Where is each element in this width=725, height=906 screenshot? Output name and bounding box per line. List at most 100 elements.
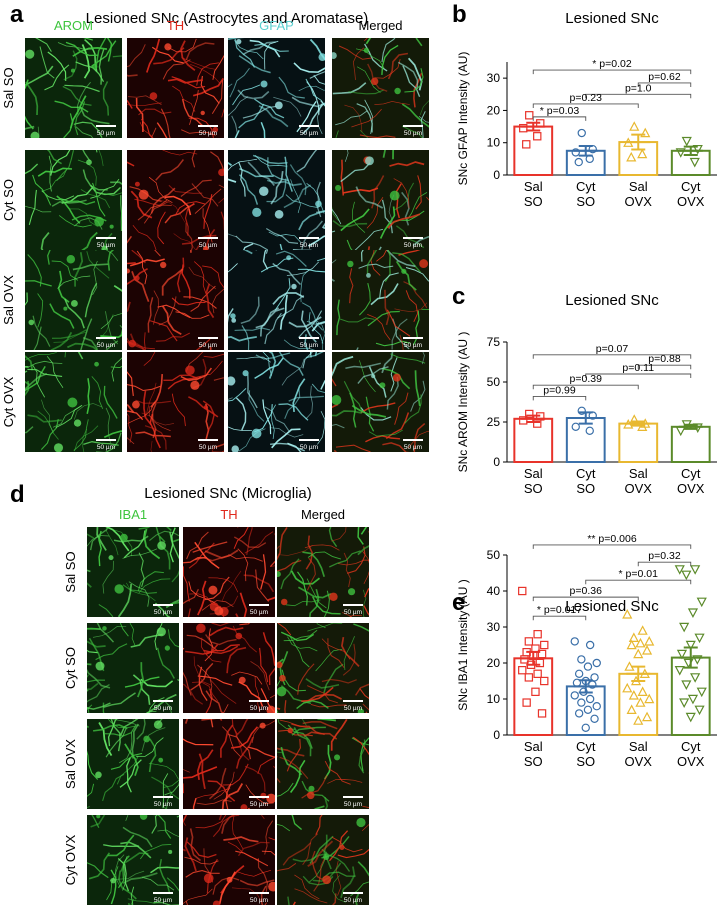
micrograph: 50 µm bbox=[183, 623, 275, 713]
micrograph: 50 µm bbox=[127, 250, 224, 350]
fiber bbox=[279, 294, 288, 330]
fiber bbox=[237, 841, 270, 857]
fiber bbox=[154, 602, 171, 617]
fiber bbox=[183, 888, 213, 905]
fiber bbox=[189, 90, 199, 126]
fiber bbox=[307, 235, 325, 247]
fiber bbox=[151, 46, 184, 64]
fiber bbox=[221, 783, 244, 809]
fiber bbox=[25, 280, 52, 287]
fiber bbox=[126, 757, 132, 793]
fiber bbox=[277, 823, 291, 832]
fiber bbox=[332, 220, 368, 228]
fiber bbox=[232, 84, 261, 106]
fiber bbox=[367, 310, 400, 327]
fiber bbox=[98, 530, 102, 567]
fiber bbox=[87, 783, 95, 797]
fiber bbox=[218, 871, 236, 904]
fiber bbox=[103, 430, 122, 439]
fiber bbox=[321, 848, 351, 872]
micrograph: 50 µm bbox=[183, 719, 275, 809]
fiber bbox=[393, 178, 410, 209]
fiber bbox=[120, 719, 139, 736]
fiber bbox=[127, 337, 156, 350]
cell-body bbox=[86, 159, 92, 166]
fiber bbox=[328, 527, 338, 547]
data-point bbox=[583, 662, 593, 671]
fiber bbox=[296, 150, 318, 173]
data-point bbox=[623, 419, 634, 429]
cell-body bbox=[332, 52, 337, 59]
fiber bbox=[228, 426, 252, 431]
significance-label: p=1.0 bbox=[625, 82, 652, 94]
fiber bbox=[278, 352, 304, 376]
fiber bbox=[266, 179, 302, 187]
data-point bbox=[585, 426, 594, 435]
fiber bbox=[362, 805, 369, 809]
cell-body bbox=[339, 844, 345, 851]
fiber bbox=[286, 738, 301, 772]
fiber bbox=[146, 710, 157, 713]
fiber bbox=[25, 81, 39, 116]
fiber bbox=[25, 163, 39, 175]
fiber bbox=[139, 843, 172, 860]
data-point bbox=[629, 121, 640, 131]
fiber bbox=[321, 678, 357, 684]
fiber bbox=[87, 684, 110, 703]
micrograph: 50 µm bbox=[228, 150, 325, 250]
cell-body bbox=[251, 428, 262, 439]
fiber bbox=[192, 541, 228, 553]
cell-body bbox=[114, 584, 124, 594]
fiber bbox=[231, 815, 244, 849]
fiber bbox=[280, 631, 315, 642]
fiber bbox=[69, 208, 99, 228]
x-tick-label: OVX bbox=[677, 194, 705, 209]
fiber bbox=[156, 647, 175, 679]
fiber bbox=[56, 195, 81, 224]
fiber bbox=[233, 527, 249, 549]
fiber bbox=[129, 623, 136, 647]
cell-body bbox=[28, 319, 35, 326]
fiber bbox=[211, 623, 247, 627]
cell-body bbox=[63, 306, 68, 311]
fiber bbox=[136, 719, 146, 740]
fiber bbox=[84, 282, 98, 318]
fiber bbox=[119, 759, 142, 788]
fiber bbox=[268, 667, 275, 686]
fiber bbox=[254, 98, 285, 119]
cell-body bbox=[134, 275, 140, 281]
cell-body bbox=[236, 38, 242, 45]
fiber bbox=[110, 365, 122, 368]
fiber bbox=[72, 47, 108, 57]
fiber bbox=[74, 101, 86, 136]
fiber bbox=[87, 862, 109, 879]
fiber bbox=[291, 723, 325, 736]
micrograph-texture bbox=[183, 527, 275, 617]
scale-bar-label: 50 µm bbox=[199, 444, 217, 451]
cell-body bbox=[322, 875, 332, 885]
fiber bbox=[368, 429, 403, 437]
fiber bbox=[105, 407, 111, 443]
fiber bbox=[156, 719, 163, 726]
fiber bbox=[248, 390, 265, 422]
data-point bbox=[526, 660, 536, 670]
significance-bracket bbox=[532, 384, 639, 390]
row-label: Sal OVX bbox=[1, 275, 16, 325]
micrograph-background bbox=[277, 815, 369, 905]
fiber bbox=[103, 385, 118, 419]
fiber bbox=[349, 614, 363, 617]
cell-body bbox=[214, 606, 224, 616]
cell-body bbox=[143, 735, 151, 743]
y-axis-label: SNc AROM Intensity (AU ) bbox=[456, 332, 470, 473]
fiber bbox=[120, 195, 122, 232]
cell-body bbox=[200, 110, 205, 116]
cell-body bbox=[252, 207, 262, 217]
fiber bbox=[316, 181, 322, 218]
fiber bbox=[359, 129, 369, 138]
fiber bbox=[195, 338, 211, 350]
fiber bbox=[110, 719, 121, 752]
data-point bbox=[537, 649, 547, 659]
fiber bbox=[228, 335, 257, 342]
fiber bbox=[144, 332, 146, 350]
data-point bbox=[633, 715, 644, 725]
